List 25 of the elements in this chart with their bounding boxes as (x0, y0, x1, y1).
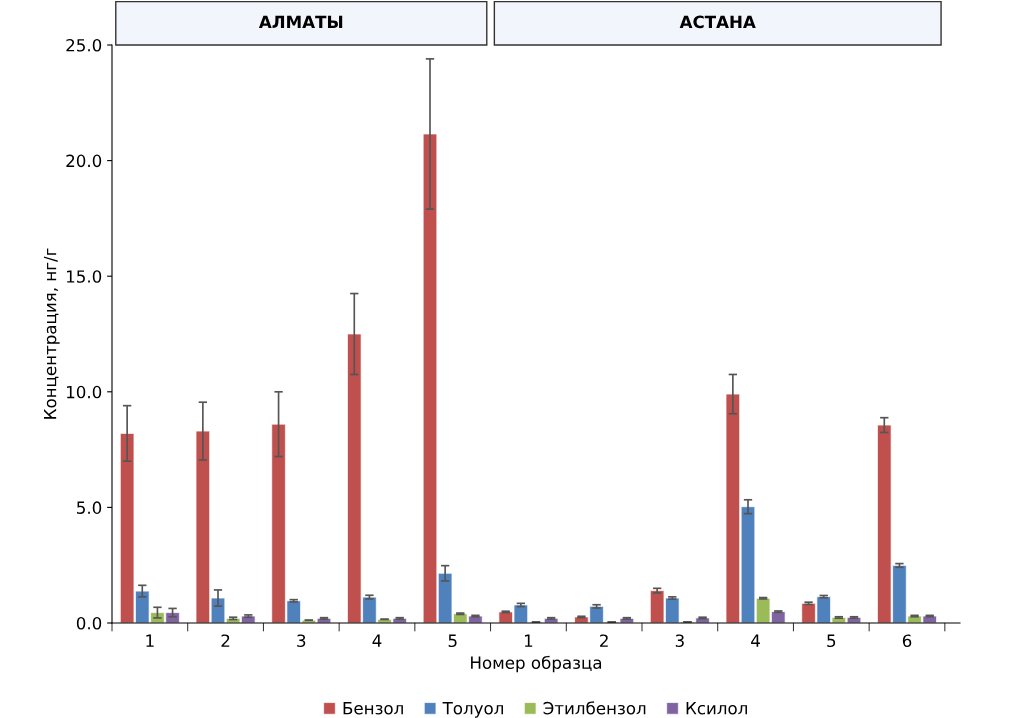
text: АСТАНА (679, 15, 756, 29)
x-axis-title: Номер образца (471, 655, 602, 673)
legend-label: Бензол (343, 702, 403, 715)
y-tick-label: 0.0 (76, 616, 102, 630)
y-axis-title: Концентрация, нг/г (44, 248, 60, 419)
x-tick-label: 2 (221, 634, 230, 647)
y-tick-label: 10.0 (67, 385, 102, 399)
legend-label: Этилбензол (543, 701, 646, 715)
y-tick-label: 15.0 (67, 270, 102, 283)
x-tick-label: 4 (372, 634, 382, 647)
x-tick-label: 3 (675, 634, 684, 648)
y-tick-label: 5.0 (77, 501, 102, 514)
x-tick-label: 1 (524, 634, 533, 647)
y-tick-label: 25.0 (66, 38, 102, 52)
x-tick-label: 4 (751, 634, 760, 647)
text: АЛМАТЫ (258, 15, 343, 28)
x-tick-label: 1 (146, 634, 154, 647)
x-tick-label: 5 (827, 634, 836, 648)
x-tick-label: 5 (448, 634, 457, 648)
x-tick-label: 2 (600, 634, 608, 647)
legend-label: Толуол (442, 702, 503, 718)
y-tick-label: 20.0 (66, 154, 102, 168)
x-tick-label: 3 (297, 634, 306, 648)
legend-label: Ксилол (686, 702, 747, 715)
x-tick-label: 6 (902, 634, 912, 648)
